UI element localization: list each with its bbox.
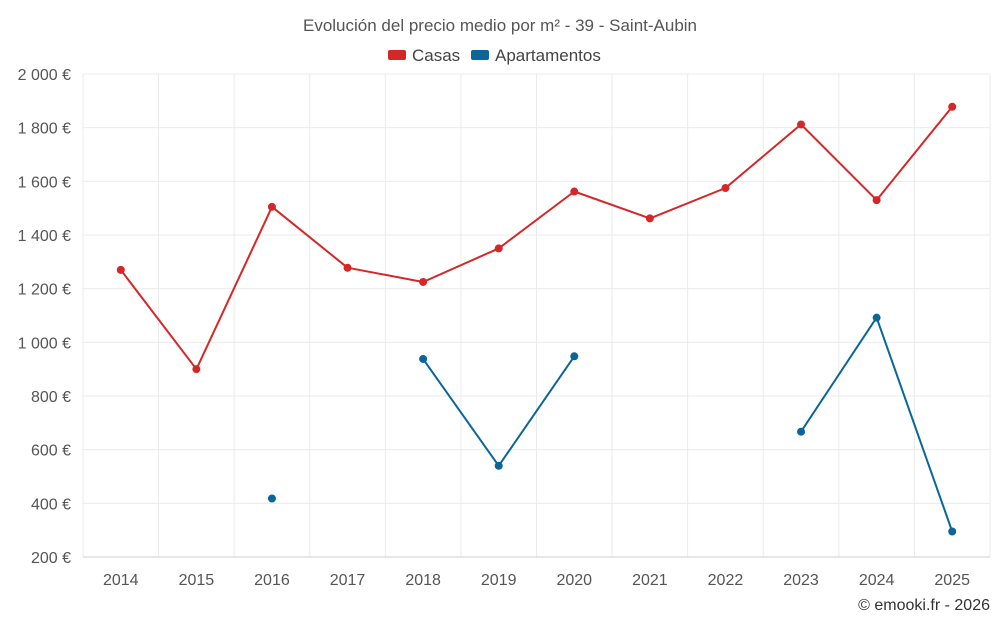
y-tick-label: 400 € [31, 496, 71, 513]
credit: © emooki.fr - 2026 [858, 597, 990, 614]
y-tick-label: 1 200 € [18, 282, 71, 299]
x-tick-label: 2020 [556, 572, 592, 589]
data-point [267, 202, 276, 211]
legend-label-0: Casas [412, 46, 460, 65]
series-layer [116, 102, 957, 536]
data-point [267, 494, 276, 503]
x-axis: 2014 2015 2016 2017 2018 2019 2020 2021 2022 2023… [103, 572, 970, 589]
y-tick-label: 1 400 € [18, 228, 71, 245]
data-point [721, 184, 730, 193]
y-tick-label: 800 € [31, 389, 71, 406]
x-tick-label: 2021 [632, 572, 668, 589]
series-line-0 [120, 106, 953, 371]
series-line-1 [800, 316, 954, 532]
data-point [570, 187, 579, 196]
legend-swatch-1 [471, 50, 489, 60]
data-point [192, 365, 201, 374]
data-point [948, 527, 957, 536]
data-point [570, 352, 579, 361]
x-tick-label: 2014 [103, 572, 139, 589]
data-point [797, 120, 806, 129]
data-point [872, 196, 881, 205]
x-tick-label: 2024 [859, 572, 895, 589]
data-point [419, 277, 428, 286]
data-point [872, 313, 881, 322]
x-tick-label: 2016 [254, 572, 290, 589]
y-tick-label: 1 800 € [18, 121, 71, 138]
y-axis: 200 € 400 € 600 € 800 € 1 000 € 1 200 € 1 400 … [18, 67, 71, 567]
data-point [494, 461, 503, 470]
data-point [343, 263, 352, 272]
grid [82, 73, 991, 558]
y-tick-label: 600 € [31, 443, 71, 460]
x-tick-label: 2019 [481, 572, 517, 589]
data-point [116, 265, 125, 274]
y-tick-label: 1 000 € [18, 335, 71, 352]
legend-swatch-0 [388, 50, 406, 60]
legend-label-1: Apartamentos [495, 46, 601, 65]
x-tick-label: 2023 [783, 572, 819, 589]
x-tick-label: 2017 [330, 572, 366, 589]
y-tick-label: 1 600 € [18, 174, 71, 191]
data-point [494, 244, 503, 253]
data-point [645, 214, 654, 223]
x-tick-label: 2025 [934, 572, 970, 589]
y-tick-label: 2 000 € [18, 67, 71, 84]
data-point [948, 102, 957, 111]
y-tick-label: 200 € [31, 550, 71, 567]
chart-title: Evolución del precio medio por m² - 39 -… [303, 16, 697, 35]
x-tick-label: 2018 [405, 572, 441, 589]
x-tick-label: 2022 [708, 572, 744, 589]
legend: Casas Apartamentos [388, 46, 601, 65]
x-tick-label: 2015 [179, 572, 215, 589]
data-point [419, 354, 428, 363]
data-point [797, 427, 806, 436]
